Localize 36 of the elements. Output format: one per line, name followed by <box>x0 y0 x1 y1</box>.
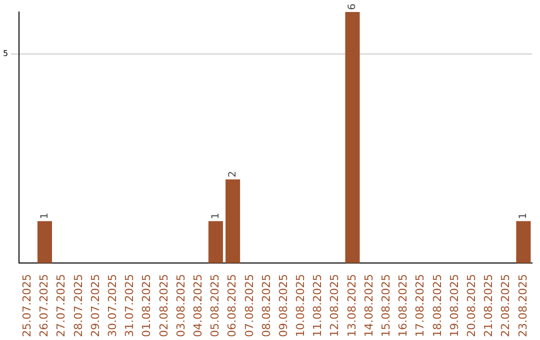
x-tick-label: 21.08.2025 <box>482 274 496 338</box>
x-tick-label: 05.08.2025 <box>208 274 222 338</box>
x-tick-label: 12.08.2025 <box>328 274 342 338</box>
data-label: 2 <box>227 170 238 178</box>
data-label: 6 <box>347 4 358 10</box>
x-tick-label: 03.08.2025 <box>174 274 188 338</box>
y-tick-label: 5 <box>2 48 8 58</box>
x-tick-label: 08.08.2025 <box>260 274 273 338</box>
data-label: 1 <box>210 212 222 220</box>
x-tick-label: 16.08.2025 <box>396 274 410 338</box>
x-tick-label: 15.08.2025 <box>380 274 393 338</box>
x-tick-label: 23.08.2025 <box>516 274 530 338</box>
x-tick-label: 01.08.2025 <box>140 274 154 338</box>
x-tick-label: 25.07.2025 <box>20 274 34 338</box>
x-tick-label: 09.08.2025 <box>276 274 290 338</box>
x-tick-label: 10.08.2025 <box>294 274 308 338</box>
data-label: 1 <box>518 212 530 220</box>
x-tick-label: 14.08.2025 <box>362 274 376 338</box>
x-tick-label: 30.07.2025 <box>106 274 119 338</box>
x-tick-label: 18.08.2025 <box>430 274 444 338</box>
x-tick-label: 29.07.2025 <box>88 274 102 338</box>
x-tick-label: 20.08.2025 <box>465 274 478 338</box>
x-tick-label: 26.07.2025 <box>38 274 51 338</box>
x-tick-label: 07.08.2025 <box>242 274 256 338</box>
x-tick-label: 19.08.2025 <box>448 274 461 338</box>
x-tick-label: 31.07.2025 <box>123 274 136 338</box>
x-tick-label: 13.08.2025 <box>345 274 358 338</box>
x-tick-label: 22.08.2025 <box>499 274 512 338</box>
x-tick-label: 17.08.2025 <box>414 274 427 338</box>
x-tick-label: 02.08.2025 <box>157 274 170 338</box>
x-tick-label: 11.08.2025 <box>311 274 324 338</box>
x-tick-label: 27.07.2025 <box>54 274 68 338</box>
data-label: 1 <box>39 212 50 220</box>
x-tick-label: 28.07.2025 <box>72 274 85 338</box>
x-tick-label: 04.08.2025 <box>191 274 204 338</box>
x-tick-label: 06.08.2025 <box>226 274 239 338</box>
